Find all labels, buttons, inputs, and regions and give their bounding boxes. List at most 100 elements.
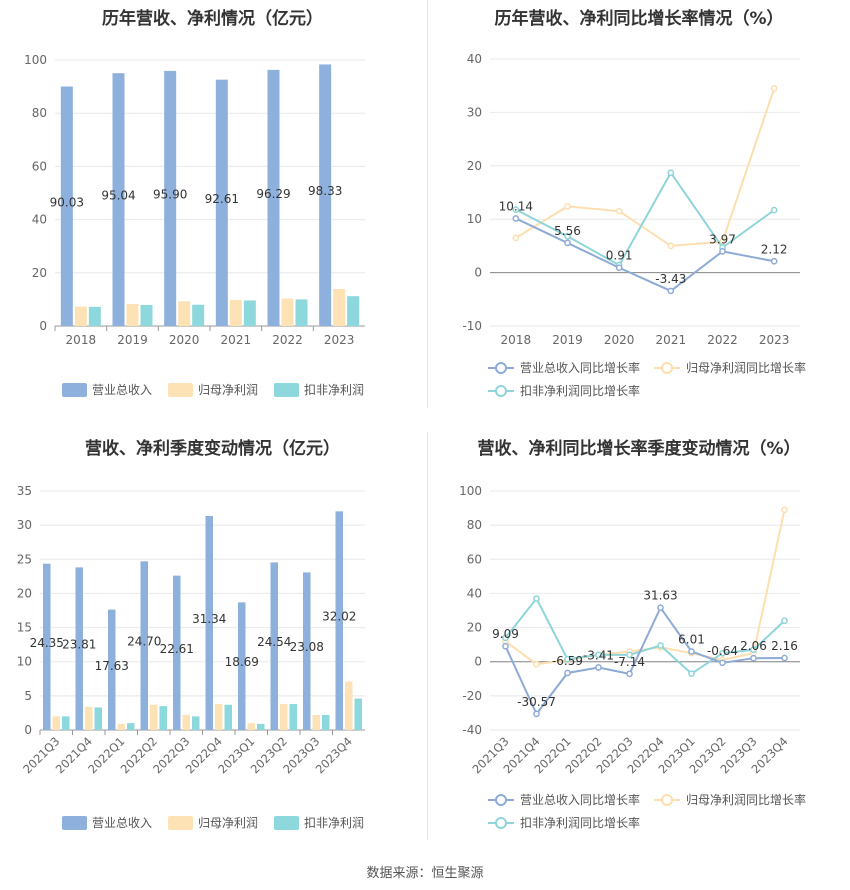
- data-label: 96.29: [256, 187, 290, 201]
- bar: [117, 723, 125, 730]
- x-tick-label: 2018: [501, 333, 532, 347]
- annual-growth-rate-panel: 历年营收、净利同比增长率情况（%） -10 0 10 20 30 40 2018 2019 20…: [428, 0, 850, 420]
- y-tick-label: 10: [467, 212, 482, 226]
- data-label: 95.04: [101, 189, 135, 203]
- data-label: 2.06: [740, 639, 767, 653]
- legend-label: 营业总收入同比增长率: [520, 360, 640, 375]
- data-label: 0.91: [606, 249, 633, 263]
- x-tick-label: 2020: [604, 333, 635, 347]
- series-line: [504, 596, 786, 675]
- data-label: 98.33: [308, 184, 342, 198]
- series-line: [515, 88, 776, 247]
- y-tick-label: -40: [462, 723, 482, 737]
- y-tick-label: 25: [17, 552, 32, 566]
- data-point: [502, 642, 509, 650]
- y-tick-label: 20: [467, 621, 482, 635]
- bar: [205, 515, 213, 730]
- y-tick-label: 40: [32, 213, 47, 227]
- quarterly-revenue-profit-chart: 051015202530352021Q324.352021Q423.812022…: [17, 484, 365, 830]
- data-point: [770, 206, 778, 214]
- legend-swatch: [62, 816, 87, 830]
- legend-swatch: [274, 816, 299, 830]
- y-tick-label: 35: [17, 484, 32, 498]
- data-point: [688, 648, 695, 655]
- y-tick-label: 15: [17, 621, 32, 635]
- x-tick-label: 2022: [707, 333, 738, 347]
- bar: [289, 704, 297, 730]
- bar: [52, 716, 60, 730]
- bar: [150, 704, 158, 730]
- legend-swatch: [168, 383, 193, 397]
- bar: [238, 602, 246, 730]
- y-tick-label: 40: [467, 586, 482, 600]
- y-tick-label: 20: [17, 586, 32, 600]
- data-label: 10.14: [499, 199, 533, 213]
- data-label: 22.61: [160, 642, 194, 656]
- bar: [192, 716, 200, 730]
- chart-title: 营收、净利同比增长率季度变动情况（%）: [477, 439, 801, 459]
- bar: [335, 511, 343, 730]
- data-point: [781, 506, 788, 514]
- bar: [270, 562, 278, 730]
- data-label: 32.02: [322, 610, 356, 624]
- y-tick-label: 30: [467, 105, 482, 119]
- data-label: 90.03: [50, 195, 84, 209]
- bar: [281, 298, 294, 326]
- y-tick-label: 20: [32, 266, 47, 280]
- bar: [126, 303, 139, 326]
- bar: [112, 73, 125, 326]
- bar: [347, 296, 360, 326]
- data-label: 92.61: [205, 192, 239, 206]
- y-tick-label: 0: [474, 266, 482, 280]
- bar: [108, 609, 116, 730]
- bar: [173, 575, 181, 730]
- y-tick-label: 20: [467, 159, 482, 173]
- legend-label: 扣非净利润同比增长率: [520, 815, 640, 830]
- data-label: -30.57: [517, 695, 556, 709]
- x-tick-label: 2022: [272, 333, 303, 347]
- legend-marker: [661, 362, 673, 374]
- data-point: [750, 654, 757, 662]
- bar: [75, 567, 83, 730]
- data-point: [512, 206, 520, 213]
- data-label: 5.56: [554, 224, 581, 238]
- legend-swatch: [274, 383, 299, 397]
- bar: [243, 300, 256, 326]
- x-tick-label: 2018: [66, 333, 97, 347]
- bar: [280, 704, 288, 730]
- data-label: -6.59: [552, 654, 583, 668]
- x-tick-label: 2023: [324, 333, 355, 347]
- data-point: [502, 634, 509, 642]
- data-point: [770, 257, 778, 265]
- legend-label: 扣非净利润: [304, 383, 364, 397]
- x-tick-label: 2023Q4: [313, 734, 355, 776]
- data-point: [626, 651, 633, 659]
- y-tick-label: -10: [462, 319, 482, 333]
- data-label: 23.08: [290, 640, 324, 654]
- y-tick-label: 30: [17, 518, 32, 532]
- data-label: 3.97: [709, 232, 736, 246]
- data-point: [667, 169, 675, 177]
- bar: [85, 706, 93, 730]
- y-tick-label: 0: [39, 319, 47, 333]
- annual-revenue-profit-chart: 0 20 40 60 80 100 2018 90.03 2019 95.04 2020 95.90 2…: [24, 53, 365, 397]
- data-point: [770, 85, 778, 92]
- bar: [159, 706, 167, 730]
- data-point: [750, 646, 757, 654]
- data-label: 17.63: [95, 659, 129, 673]
- legend-label: 营业总收入同比增长率: [520, 792, 640, 807]
- bar: [319, 64, 332, 326]
- data-point: [719, 248, 726, 255]
- data-point: [657, 642, 664, 649]
- bar: [62, 716, 70, 730]
- bar: [229, 299, 242, 326]
- data-point: [657, 604, 664, 612]
- y-tick-label: 60: [32, 159, 47, 173]
- legend-label: 归母净利润: [198, 816, 258, 830]
- y-tick-label: 10: [17, 655, 32, 669]
- bar: [215, 704, 223, 730]
- bar: [74, 306, 87, 326]
- data-point: [564, 232, 571, 240]
- bar: [345, 681, 353, 730]
- data-label: 2.12: [761, 242, 788, 256]
